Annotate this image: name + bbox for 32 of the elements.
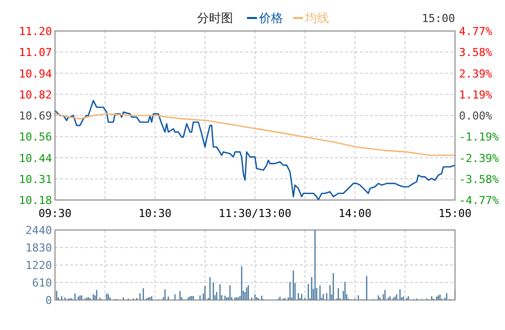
y-tick-label: 1220 xyxy=(26,259,52,272)
y2-tick-label: -4.77% xyxy=(459,194,500,207)
y2-tick-label: 3.58% xyxy=(459,46,492,60)
y2-tick-label: -1.19% xyxy=(459,130,500,144)
y-tick-label: 10.56 xyxy=(18,130,52,144)
y-tick-label: 10.82 xyxy=(18,88,52,102)
x-tick-label: 11:30/13:00 xyxy=(218,207,292,220)
y-tick-label: 10.44 xyxy=(18,152,52,165)
y-tick-label: 10.94 xyxy=(18,67,52,80)
y2-tick-label: 1.19% xyxy=(459,88,492,102)
text: 15:00 xyxy=(422,12,455,25)
y-tick-label: 2440 xyxy=(26,224,52,237)
y2-tick-label: -3.58% xyxy=(459,172,500,186)
y-tick-label: 610 xyxy=(32,276,52,290)
legend-label: 价格 xyxy=(258,11,283,25)
y-tick-label: 0 xyxy=(45,294,52,307)
x-tick-label: 10:30 xyxy=(138,207,172,220)
y-tick-label: 1830 xyxy=(26,242,52,254)
y2-tick-label: 4.77% xyxy=(459,25,492,38)
y-tick-label: 10.18 xyxy=(18,194,52,207)
y-tick-label: 11.07 xyxy=(18,46,52,60)
y2-tick-label: 0.00% xyxy=(459,110,492,122)
x-tick-label: 15:00 xyxy=(438,207,472,220)
y-tick-label: 10.31 xyxy=(18,172,52,186)
chart-title: 分时图 xyxy=(197,11,233,25)
y2-tick-label: -2.39% xyxy=(459,152,500,165)
x-tick-label: 09:30 xyxy=(38,207,72,220)
y-tick-label: 11.20 xyxy=(18,25,52,38)
y2-tick-label: 2.39% xyxy=(459,67,492,80)
y-tick-label: 10.69 xyxy=(18,110,52,122)
legend-label: 均线 xyxy=(304,11,329,25)
x-tick-label: 14:00 xyxy=(338,207,372,220)
